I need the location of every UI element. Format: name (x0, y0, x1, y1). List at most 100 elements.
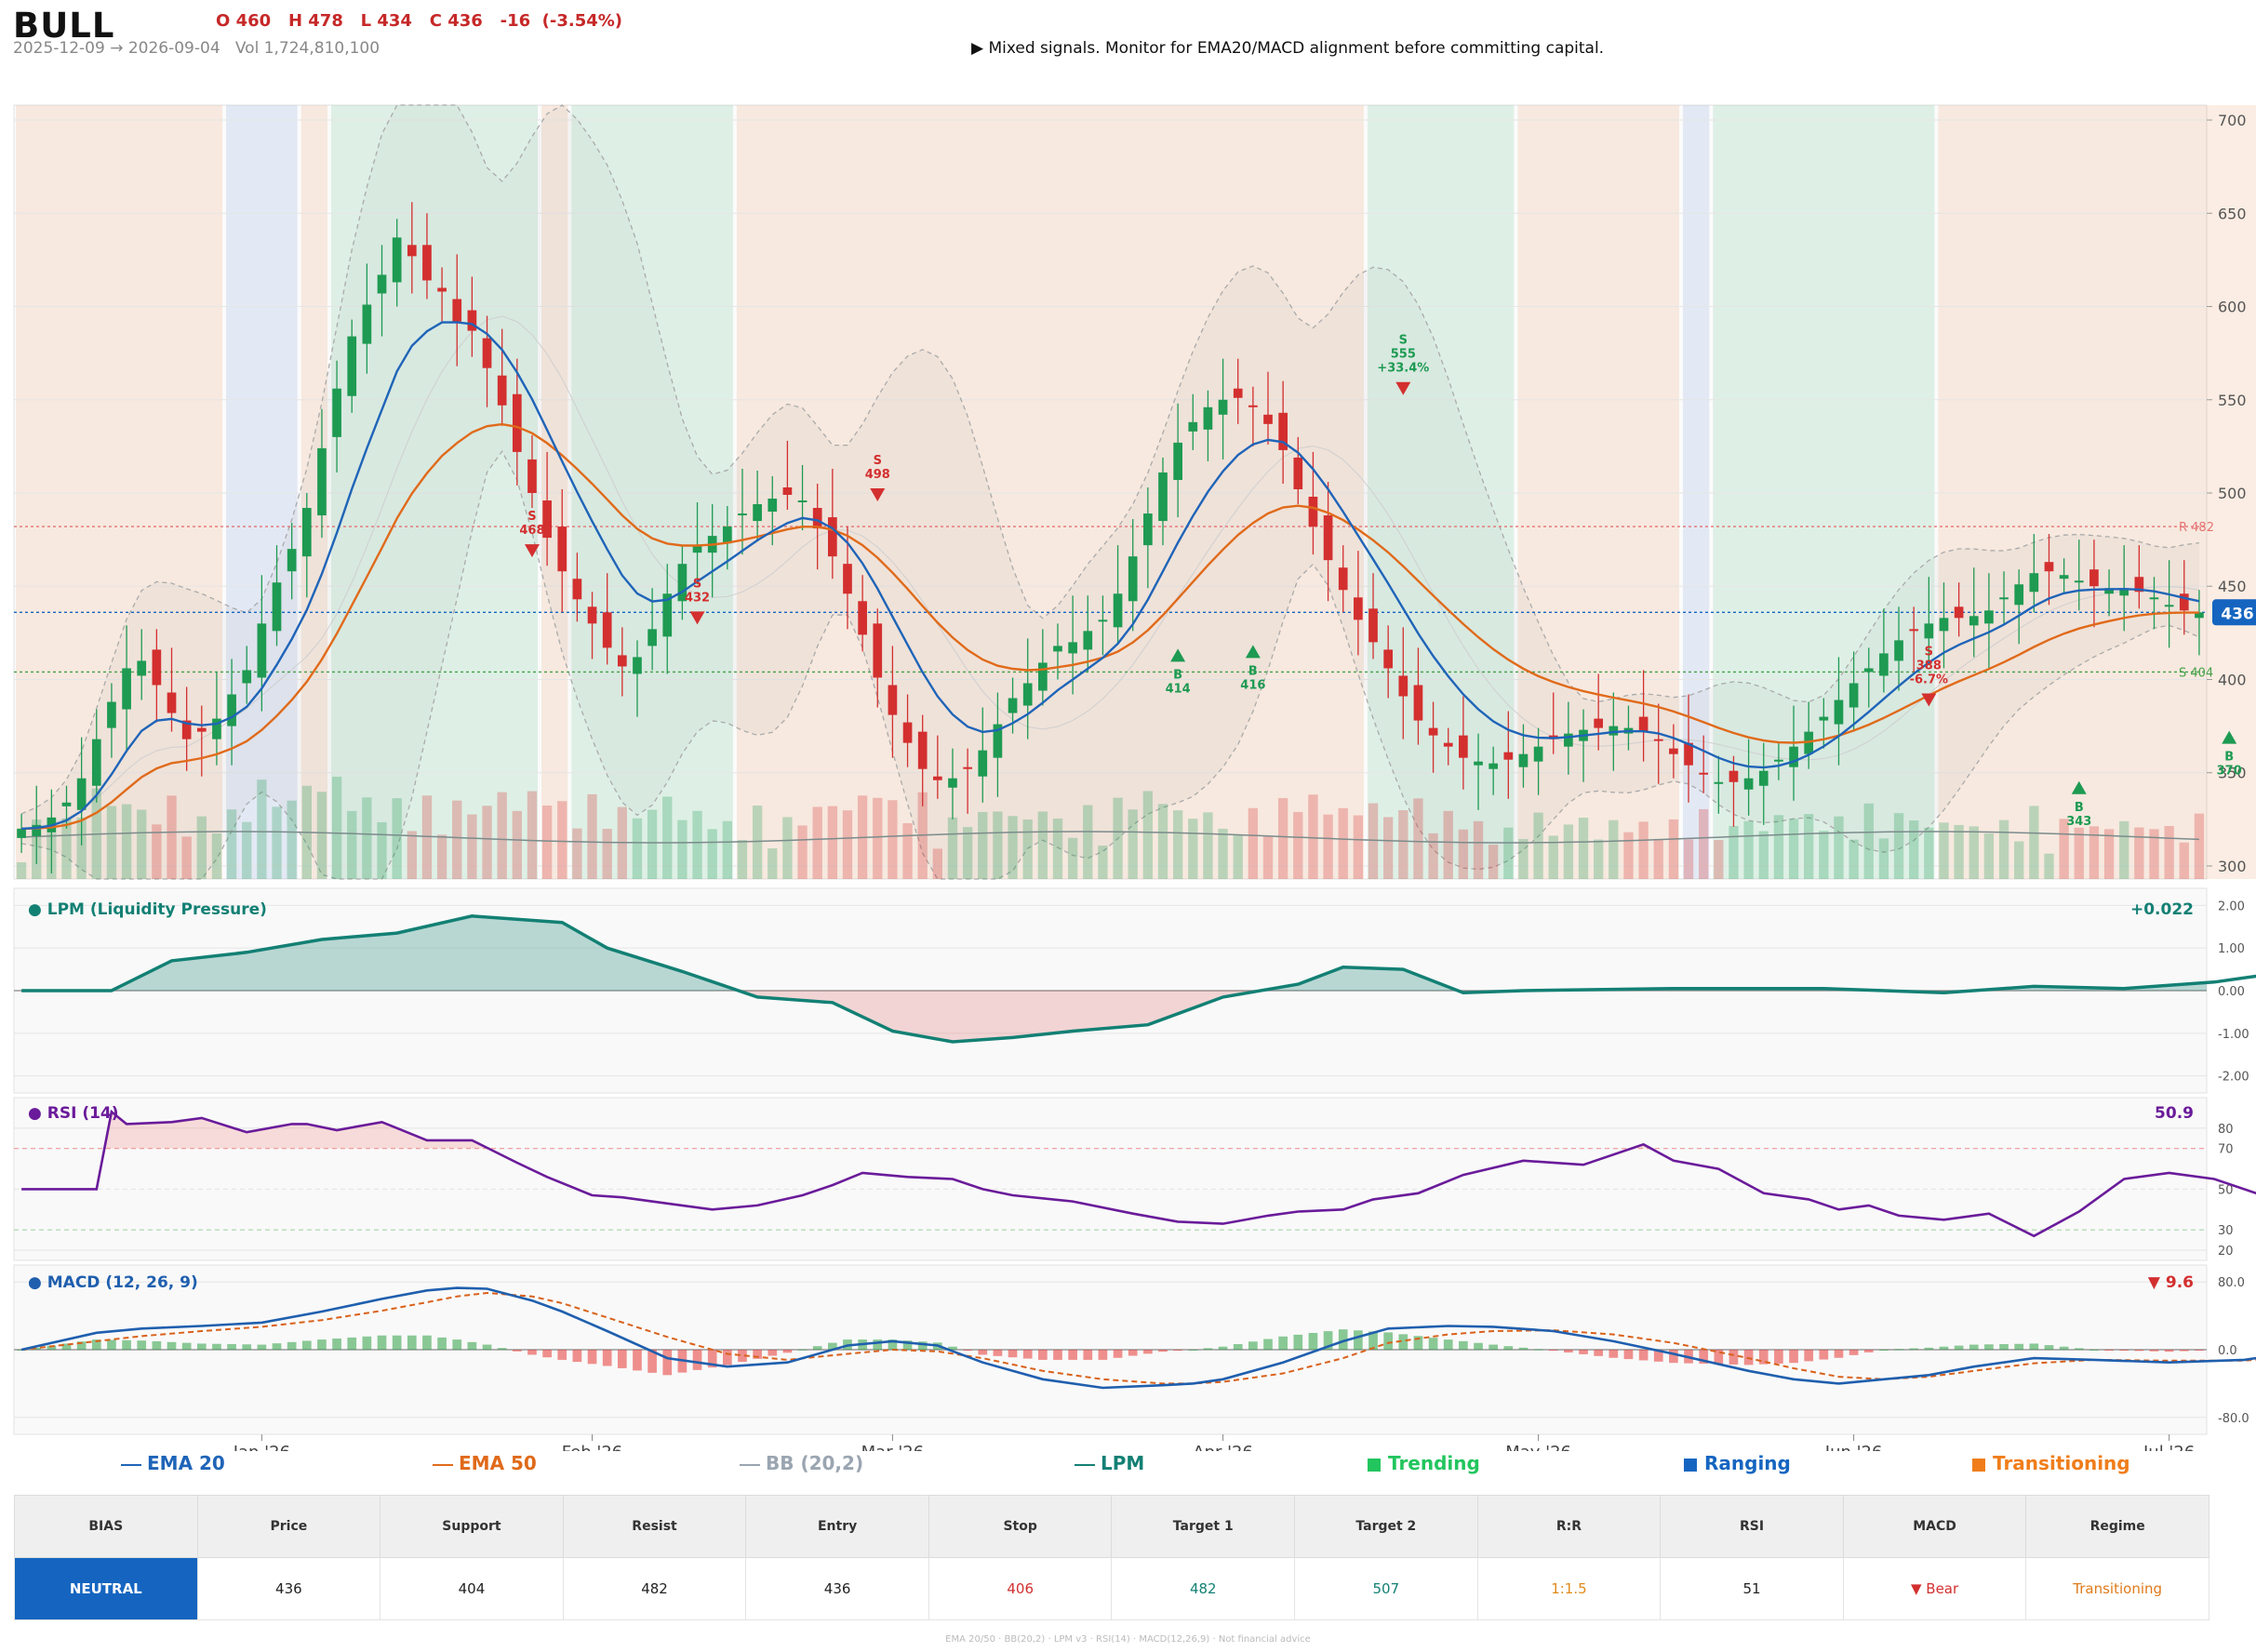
candle-body (1218, 399, 1228, 415)
regime-band-transitioning (1938, 105, 2256, 879)
price-tick-label: 350 (2218, 765, 2247, 782)
candle-body (1699, 772, 1709, 775)
buy-signal-label: B (2224, 751, 2234, 765)
volume-bar (1293, 811, 1303, 879)
volume-bar (1563, 824, 1574, 879)
volume-bar (452, 800, 462, 879)
macd-histogram-bar (1564, 1350, 1573, 1353)
macd-histogram-bar (1939, 1346, 1949, 1350)
candle-body (1128, 556, 1138, 602)
volume-bar (1443, 810, 1453, 879)
summary-header-cell: Price (196, 1495, 381, 1558)
volume-bar (888, 800, 898, 879)
macd-histogram-bar (137, 1340, 147, 1350)
macd-histogram-bar (1443, 1339, 1453, 1350)
candle-body (1413, 685, 1423, 721)
bias-cell: NEUTRAL (14, 1557, 198, 1620)
macd-histogram-bar (257, 1344, 267, 1350)
sell-signal-marker (524, 544, 540, 558)
x-tick-label: Apr '26 (1193, 1443, 1253, 1451)
bollinger-fill (21, 105, 2199, 879)
candle-body (332, 388, 341, 437)
macd-histogram-bar (722, 1350, 732, 1366)
candle-body (677, 564, 687, 602)
date-range-volume: 2025-12-09 → 2026-09-04 Vol 1,724,810,10… (13, 39, 380, 58)
bollinger-upper (20, 104, 2199, 815)
regime-band-trending (571, 105, 733, 879)
legend-item[interactable]: Ranging (1684, 1452, 1791, 1474)
volume-bar (257, 779, 267, 879)
candle-body (1022, 683, 1033, 706)
buy-signal-marker (2222, 730, 2237, 744)
volume-bar (1638, 821, 1649, 879)
volume-bar (1277, 797, 1288, 879)
volume-bar (1983, 833, 1995, 879)
macd-histogram-bar (1533, 1349, 1543, 1351)
summary-value-cell: 406 (928, 1557, 1113, 1620)
volume-bar (76, 817, 87, 879)
candle-body (617, 655, 627, 667)
macd-histogram-bar (287, 1341, 297, 1350)
last-price-badge-text: 436 (2221, 605, 2254, 623)
candle-body (2179, 593, 2189, 611)
legend-item[interactable]: EMA 20 (121, 1452, 225, 1474)
legend-item[interactable]: Trending (1368, 1452, 1480, 1474)
macd-histogram-bar (317, 1339, 327, 1350)
volume-bar (467, 814, 477, 879)
rsi-tick-label: 70 (2218, 1143, 2234, 1157)
candle-body (61, 802, 72, 806)
volume-bar (1849, 839, 1859, 879)
macd-histogram-bar (1173, 1350, 1182, 1352)
macd-histogram-bar (181, 1342, 192, 1350)
legend-item[interactable]: EMA 50 (433, 1452, 537, 1474)
volume-bar (797, 825, 808, 879)
volume-bar (993, 811, 1003, 879)
macd-histogram-bar (512, 1350, 522, 1352)
candle-body (963, 766, 972, 769)
macd-histogram-bar (1789, 1350, 1798, 1364)
legend-item[interactable]: LPM (1075, 1452, 1144, 1474)
volume-bar (1308, 794, 1318, 879)
volume-bar (873, 797, 883, 879)
macd-histogram-bar (1623, 1350, 1634, 1360)
candle-body (257, 623, 267, 678)
legend-line-swatch (740, 1463, 760, 1466)
volume-bar (1353, 815, 1364, 879)
candle-body (2074, 580, 2084, 583)
macd-histogram-bar (2134, 1350, 2144, 1352)
volume-bar (1338, 807, 1348, 879)
legend-item[interactable]: Transitioning (1972, 1452, 2130, 1474)
candle-body (1263, 414, 1273, 424)
macd-histogram-bar (1038, 1350, 1048, 1360)
x-tick-label: Jun '26 (1824, 1443, 1883, 1451)
volume-bar (2164, 826, 2174, 879)
candle-body (647, 629, 657, 646)
macd-histogram-bar (1714, 1350, 1724, 1365)
candle-body (2089, 569, 2099, 587)
macd-histogram-bar (2104, 1350, 2114, 1351)
volume-bar (557, 801, 567, 879)
candle-body (1158, 472, 1168, 522)
macd-histogram-bar (1984, 1344, 1994, 1350)
volume-bar (947, 817, 958, 879)
macd-histogram-bar (917, 1341, 928, 1350)
price-tick-label: 700 (2218, 112, 2247, 129)
volume-bar (1203, 812, 1213, 879)
legend-item[interactable]: BB (20,2) (740, 1452, 863, 1474)
volume-bar (1503, 827, 1514, 879)
candle-body (782, 486, 793, 496)
candle-body (1609, 726, 1619, 736)
macd-histogram-bar (227, 1343, 236, 1350)
volume-bar (707, 829, 717, 879)
regime-band-transitioning (16, 105, 223, 879)
candle-body (1008, 698, 1018, 713)
volume-bar (662, 796, 673, 879)
volume-bar (692, 810, 702, 879)
macd-histogram-bar (1354, 1330, 1363, 1350)
regime-band-transitioning (541, 105, 568, 879)
volume-bar (2074, 827, 2084, 879)
candle-body (317, 447, 327, 516)
macd-histogram-bar (888, 1339, 898, 1350)
legend-label: BB (20,2) (766, 1452, 864, 1474)
